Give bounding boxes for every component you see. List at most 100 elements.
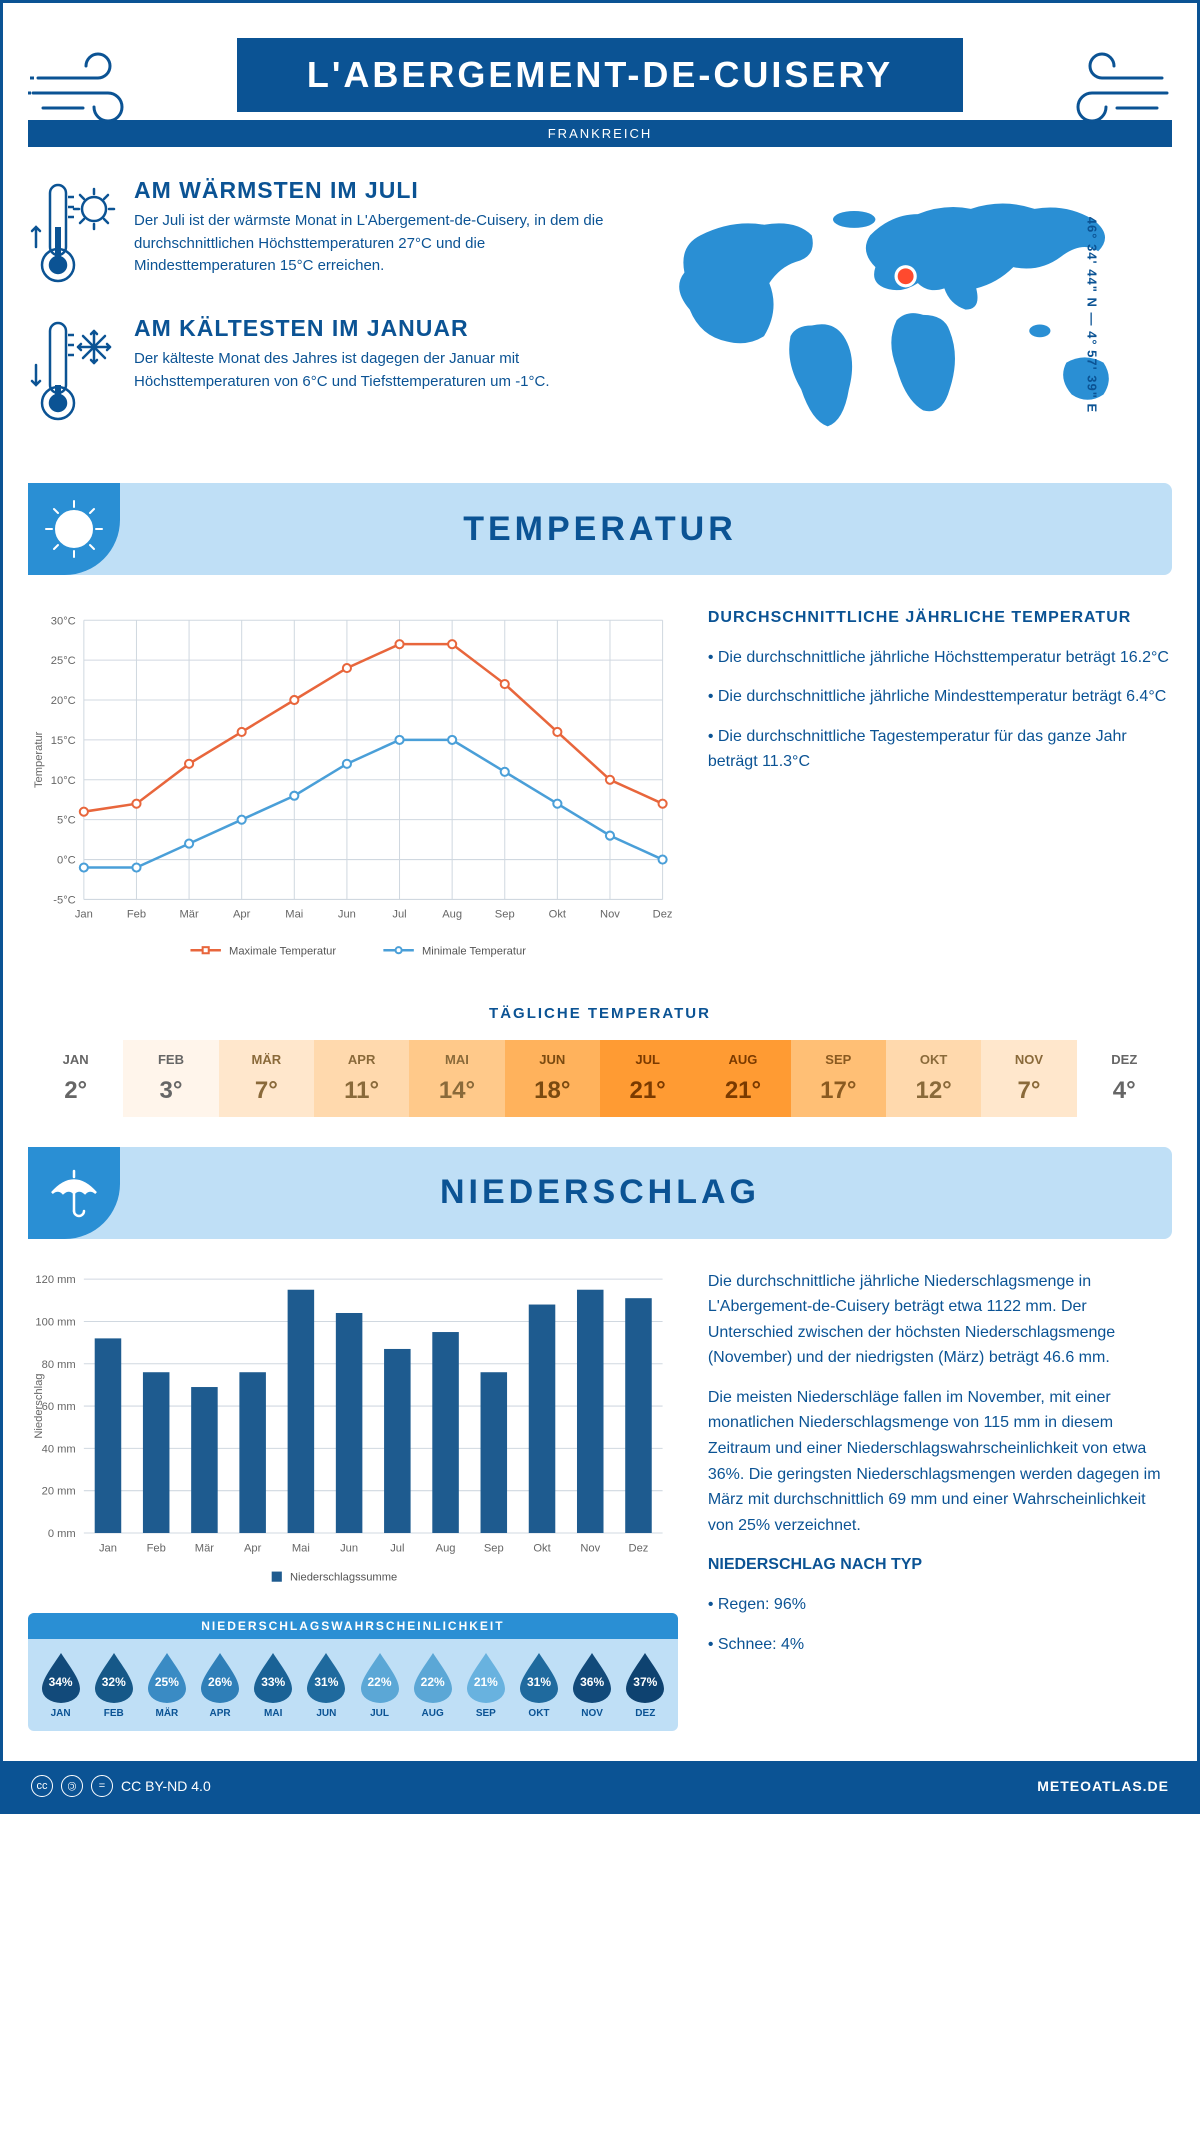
precip-prob-drop: 22%AUG: [406, 1651, 459, 1719]
svg-text:100 mm: 100 mm: [35, 1316, 75, 1328]
svg-text:0 mm: 0 mm: [48, 1528, 76, 1540]
daily-temp-cell: NOV7°: [981, 1040, 1076, 1117]
intro-section: AM WÄRMSTEN IM JULI Der Juli ist der wär…: [28, 177, 1172, 453]
precipitation-prob-heading: NIEDERSCHLAGSWAHRSCHEINLICHKEIT: [28, 1613, 678, 1639]
svg-text:Temperatur: Temperatur: [33, 731, 45, 788]
header: L'ABERGEMENT-DE-CUISERY FRANKREICH: [28, 28, 1172, 147]
svg-text:Okt: Okt: [549, 909, 567, 921]
coldest-title: AM KÄLTESTEN IM JANUAR: [134, 315, 612, 342]
svg-text:Mär: Mär: [179, 909, 198, 921]
daily-temperature-table: JAN2°FEB3°MÄR7°APR11°MAI14°JUN18°JUL21°A…: [28, 1040, 1172, 1117]
temperature-title: TEMPERATUR: [463, 510, 737, 549]
temp-summary-heading: DURCHSCHNITTLICHE JÄHRLICHE TEMPERATUR: [708, 605, 1172, 631]
svg-text:Sep: Sep: [484, 1542, 504, 1554]
precip-prob-drop: 26%APR: [193, 1651, 246, 1719]
svg-text:Dez: Dez: [629, 1542, 649, 1554]
precip-prob-drop: 36%NOV: [566, 1651, 619, 1719]
sun-icon: [28, 483, 120, 575]
daily-temp-cell: OKT12°: [886, 1040, 981, 1117]
precip-prob-drop: 21%SEP: [459, 1651, 512, 1719]
warmest-text: Der Juli ist der wärmste Monat in L'Aber…: [134, 210, 612, 278]
thermometer-cold-icon: [28, 315, 118, 425]
svg-text:60 mm: 60 mm: [42, 1401, 76, 1413]
svg-text:Niederschlag: Niederschlag: [33, 1373, 45, 1438]
daily-temp-cell: JUN18°: [505, 1040, 600, 1117]
daily-temp-cell: AUG21°: [695, 1040, 790, 1117]
nd-icon: =: [91, 1775, 113, 1797]
svg-text:Minimale Temperatur: Minimale Temperatur: [422, 945, 526, 957]
precip-prob-drop: 22%JUL: [353, 1651, 406, 1719]
temperature-summary: DURCHSCHNITTLICHE JÄHRLICHE TEMPERATUR •…: [708, 605, 1172, 971]
daily-temp-cell: JAN2°: [28, 1040, 123, 1117]
svg-text:Mär: Mär: [195, 1542, 214, 1554]
precipitation-summary: Die durchschnittliche jährliche Niedersc…: [708, 1269, 1172, 1732]
svg-text:5°C: 5°C: [57, 815, 76, 827]
precip-prob-drop: 34%JAN: [34, 1651, 87, 1719]
footer: cc 🄯 = CC BY-ND 4.0 METEOATLAS.DE: [3, 1761, 1197, 1811]
svg-text:Feb: Feb: [147, 1542, 166, 1554]
cc-icon: cc: [31, 1775, 53, 1797]
page-subtitle: FRANKREICH: [28, 120, 1172, 147]
svg-text:Jul: Jul: [390, 1542, 404, 1554]
precipitation-bar-chart: 0 mm 20 mm 40 mm 60 mm 80 mm 100 mm 120 mm Jan F…: [28, 1269, 678, 1594]
warmest-title: AM WÄRMSTEN IM JULI: [134, 177, 612, 204]
svg-text:10°C: 10°C: [51, 775, 76, 787]
wind-icon: [28, 48, 148, 128]
svg-text:Apr: Apr: [244, 1542, 262, 1554]
precip-prob-drop: 32%FEB: [87, 1651, 140, 1719]
svg-text:Jul: Jul: [392, 909, 406, 921]
svg-text:-5°C: -5°C: [53, 895, 75, 907]
temperature-line-chart: -5°C0°C5°C10°C15°C20°C25°C30°CJanFebMärA…: [28, 605, 678, 971]
svg-text:80 mm: 80 mm: [42, 1358, 76, 1370]
svg-text:0°C: 0°C: [57, 855, 76, 867]
site-name: METEOATLAS.DE: [1037, 1778, 1169, 1794]
svg-text:Sep: Sep: [495, 909, 515, 921]
thermometer-hot-icon: [28, 177, 118, 287]
daily-temp-cell: MÄR7°: [219, 1040, 314, 1117]
daily-temp-cell: MAI14°: [409, 1040, 504, 1117]
location-marker-icon: [896, 267, 915, 286]
svg-text:Nov: Nov: [600, 909, 620, 921]
temperature-section-header: TEMPERATUR: [28, 483, 1172, 575]
daily-temp-cell: DEZ4°: [1077, 1040, 1172, 1117]
svg-text:Jan: Jan: [75, 909, 93, 921]
svg-text:15°C: 15°C: [51, 735, 76, 747]
svg-text:30°C: 30°C: [51, 615, 76, 627]
svg-text:Aug: Aug: [436, 1542, 456, 1554]
svg-text:Maximale Temperatur: Maximale Temperatur: [229, 945, 336, 957]
svg-text:Jan: Jan: [99, 1542, 117, 1554]
precipitation-section-header: NIEDERSCHLAG: [28, 1147, 1172, 1239]
svg-text:Nov: Nov: [580, 1542, 600, 1554]
precipitation-title: NIEDERSCHLAG: [440, 1173, 760, 1212]
by-icon: 🄯: [61, 1775, 83, 1797]
license-badge: cc 🄯 = CC BY-ND 4.0: [31, 1775, 211, 1797]
umbrella-icon: [28, 1147, 120, 1239]
svg-text:20 mm: 20 mm: [42, 1485, 76, 1497]
svg-text:Aug: Aug: [442, 909, 462, 921]
svg-text:Okt: Okt: [533, 1542, 551, 1554]
precip-prob-drop: 25%MÄR: [140, 1651, 193, 1719]
svg-text:20°C: 20°C: [51, 695, 76, 707]
svg-text:Dez: Dez: [653, 909, 673, 921]
precip-prob-drop: 31%OKT: [512, 1651, 565, 1719]
svg-text:Jun: Jun: [338, 909, 356, 921]
svg-text:Mai: Mai: [285, 909, 303, 921]
precip-prob-drop: 37%DEZ: [619, 1651, 672, 1719]
daily-temp-cell: JUL21°: [600, 1040, 695, 1117]
svg-text:Niederschlagssumme: Niederschlagssumme: [290, 1571, 397, 1583]
wind-icon: [1052, 48, 1172, 128]
daily-temp-cell: APR11°: [314, 1040, 409, 1117]
svg-text:Apr: Apr: [233, 909, 251, 921]
coldest-text: Der kälteste Monat des Jahres ist dagege…: [134, 348, 612, 393]
coldest-fact: AM KÄLTESTEN IM JANUAR Der kälteste Mona…: [28, 315, 612, 425]
svg-text:40 mm: 40 mm: [42, 1443, 76, 1455]
coordinates: 46° 34' 44" N — 4° 57' 39" E: [1084, 217, 1099, 413]
page-root: L'ABERGEMENT-DE-CUISERY FRANKREICH: [0, 0, 1200, 1814]
daily-temp-cell: SEP17°: [791, 1040, 886, 1117]
precip-prob-drop: 31%JUN: [300, 1651, 353, 1719]
svg-text:120 mm: 120 mm: [35, 1274, 75, 1286]
warmest-fact: AM WÄRMSTEN IM JULI Der Juli ist der wär…: [28, 177, 612, 287]
svg-text:Mai: Mai: [292, 1542, 310, 1554]
daily-temp-heading: TÄGLICHE TEMPERATUR: [28, 1005, 1172, 1022]
precipitation-probability-panel: NIEDERSCHLAGSWAHRSCHEINLICHKEIT 34%JAN32…: [28, 1613, 678, 1731]
